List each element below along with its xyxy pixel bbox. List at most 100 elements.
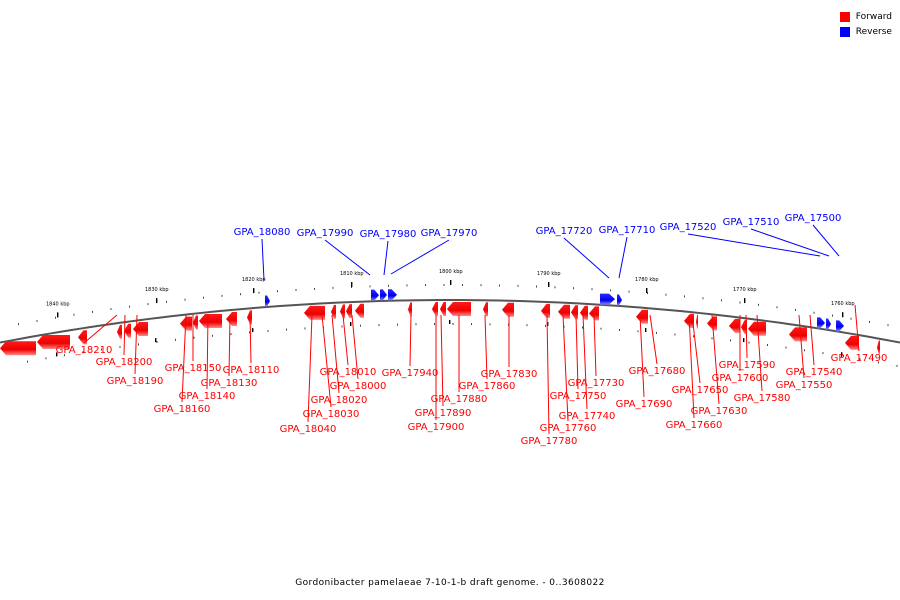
forward-gene-label[interactable]: GPA_17750 bbox=[550, 391, 607, 402]
forward-gene-label[interactable]: GPA_18020 bbox=[311, 395, 368, 406]
minor-tick bbox=[92, 310, 93, 313]
reverse-gene-label[interactable]: GPA_17510 bbox=[723, 217, 780, 228]
reverse-gene[interactable] bbox=[836, 320, 844, 332]
forward-gene[interactable] bbox=[502, 302, 514, 317]
forward-gene[interactable] bbox=[707, 316, 717, 331]
forward-gene[interactable] bbox=[0, 341, 36, 356]
forward-leader bbox=[756, 314, 763, 392]
reverse-gene-label[interactable]: GPA_17710 bbox=[599, 225, 656, 236]
reverse-gene-label[interactable]: GPA_17720 bbox=[536, 226, 593, 237]
forward-gene[interactable] bbox=[117, 324, 122, 339]
forward-gene-label[interactable]: GPA_18150 bbox=[165, 363, 222, 374]
reverse-gene[interactable] bbox=[617, 294, 622, 306]
forward-gene-label[interactable]: GPA_17740 bbox=[559, 411, 616, 422]
reverse-gene[interactable] bbox=[817, 317, 825, 329]
forward-gene[interactable] bbox=[124, 323, 131, 338]
forward-gene[interactable] bbox=[877, 340, 880, 355]
reverse-gene-label[interactable]: GPA_17990 bbox=[297, 228, 354, 239]
forward-gene-label[interactable]: GPA_17600 bbox=[712, 373, 769, 384]
minor-tick bbox=[471, 323, 472, 326]
reverse-gene[interactable] bbox=[265, 295, 270, 307]
forward-gene[interactable] bbox=[541, 303, 550, 318]
forward-gene[interactable] bbox=[636, 309, 648, 324]
forward-gene[interactable] bbox=[748, 321, 766, 336]
forward-gene[interactable] bbox=[440, 302, 446, 317]
forward-gene[interactable] bbox=[304, 305, 325, 320]
forward-gene[interactable] bbox=[845, 335, 859, 350]
reverse-gene[interactable] bbox=[371, 289, 379, 301]
forward-gene[interactable] bbox=[571, 305, 578, 320]
forward-gene[interactable] bbox=[580, 305, 588, 320]
forward-gene[interactable] bbox=[741, 320, 747, 335]
forward-gene[interactable] bbox=[729, 318, 740, 333]
forward-gene[interactable] bbox=[447, 302, 471, 317]
minor-tick bbox=[462, 284, 463, 286]
reverse-gene[interactable] bbox=[826, 318, 831, 330]
forward-gene-label[interactable]: GPA_18140 bbox=[179, 391, 236, 402]
forward-gene[interactable] bbox=[483, 302, 488, 317]
forward-gene[interactable] bbox=[346, 304, 352, 319]
reverse-gene-label[interactable]: GPA_17980 bbox=[360, 229, 417, 240]
forward-gene-label[interactable]: GPA_17580 bbox=[734, 393, 791, 404]
reverse-gene-label[interactable]: GPA_17520 bbox=[660, 222, 717, 233]
forward-gene-label[interactable]: GPA_18030 bbox=[303, 409, 360, 420]
forward-gene-label[interactable]: GPA_18160 bbox=[154, 404, 211, 415]
forward-gene[interactable] bbox=[247, 310, 252, 325]
minor-tick bbox=[711, 337, 713, 340]
reverse-gene-label[interactable]: GPA_17500 bbox=[785, 213, 842, 224]
forward-gene-label[interactable]: GPA_17550 bbox=[776, 380, 833, 391]
forward-gene[interactable] bbox=[199, 313, 222, 328]
forward-gene[interactable] bbox=[558, 304, 570, 319]
forward-gene-label[interactable]: GPA_18190 bbox=[107, 376, 164, 387]
forward-gene-label[interactable]: GPA_18040 bbox=[280, 424, 337, 435]
forward-gene-label[interactable]: GPA_17880 bbox=[431, 394, 488, 405]
forward-gene[interactable] bbox=[340, 304, 345, 319]
forward-gene-label[interactable]: GPA_17540 bbox=[786, 367, 843, 378]
reverse-gene[interactable] bbox=[380, 289, 387, 301]
forward-gene-label[interactable]: GPA_17630 bbox=[691, 406, 748, 417]
forward-gene-label[interactable]: GPA_17730 bbox=[568, 378, 625, 389]
forward-gene-label[interactable]: GPA_17680 bbox=[629, 366, 686, 377]
forward-leader bbox=[809, 314, 815, 366]
forward-gene[interactable] bbox=[133, 322, 148, 337]
forward-gene[interactable] bbox=[789, 327, 807, 342]
legend-forward: Forward bbox=[839, 9, 892, 24]
forward-gene[interactable] bbox=[331, 304, 336, 319]
minor-tick bbox=[813, 311, 815, 314]
forward-gene-label[interactable]: GPA_17900 bbox=[408, 422, 465, 433]
forward-gene[interactable] bbox=[193, 315, 198, 330]
forward-gene[interactable] bbox=[37, 334, 70, 349]
forward-gene-label[interactable]: GPA_18000 bbox=[330, 381, 387, 392]
forward-gene[interactable] bbox=[432, 302, 438, 317]
forward-gene-label[interactable]: GPA_17590 bbox=[719, 360, 776, 371]
reverse-gene-label[interactable]: GPA_18080 bbox=[234, 227, 291, 238]
forward-gene-label[interactable]: GPA_17940 bbox=[382, 368, 439, 379]
forward-gene-label[interactable]: GPA_17830 bbox=[481, 369, 538, 380]
forward-leader bbox=[181, 314, 187, 403]
forward-gene-label[interactable]: GPA_17690 bbox=[616, 399, 673, 410]
major-tick bbox=[253, 288, 255, 294]
forward-gene-label[interactable]: GPA_17490 bbox=[831, 353, 888, 364]
forward-gene[interactable] bbox=[589, 306, 599, 321]
forward-gene[interactable] bbox=[355, 303, 364, 318]
forward-gene[interactable] bbox=[226, 311, 237, 326]
forward-gene[interactable] bbox=[696, 314, 698, 329]
reverse-gene[interactable] bbox=[388, 289, 397, 301]
forward-gene-label[interactable]: GPA_17660 bbox=[666, 420, 723, 431]
forward-gene[interactable] bbox=[408, 302, 412, 317]
forward-gene-label[interactable]: GPA_17860 bbox=[459, 381, 516, 392]
genome-caption: Gordonibacter pamelaeae 7-10-1-b draft g… bbox=[295, 578, 605, 588]
forward-gene-label[interactable]: GPA_18200 bbox=[96, 357, 153, 368]
forward-gene-label[interactable]: GPA_18010 bbox=[320, 367, 377, 378]
reverse-gene[interactable] bbox=[600, 293, 615, 305]
forward-gene-label[interactable]: GPA_18110 bbox=[223, 365, 280, 376]
forward-gene-label[interactable]: GPA_18210 bbox=[56, 345, 113, 356]
forward-gene-label[interactable]: GPA_17760 bbox=[540, 423, 597, 434]
reverse-gene-label[interactable]: GPA_17970 bbox=[421, 228, 478, 239]
minor-tick bbox=[758, 303, 759, 306]
forward-gene-label[interactable]: GPA_18130 bbox=[201, 378, 258, 389]
forward-gene-label[interactable]: GPA_17650 bbox=[672, 385, 729, 396]
forward-gene-label[interactable]: GPA_17890 bbox=[415, 408, 472, 419]
forward-gene[interactable] bbox=[78, 330, 87, 345]
forward-gene-label[interactable]: GPA_17780 bbox=[521, 436, 578, 447]
